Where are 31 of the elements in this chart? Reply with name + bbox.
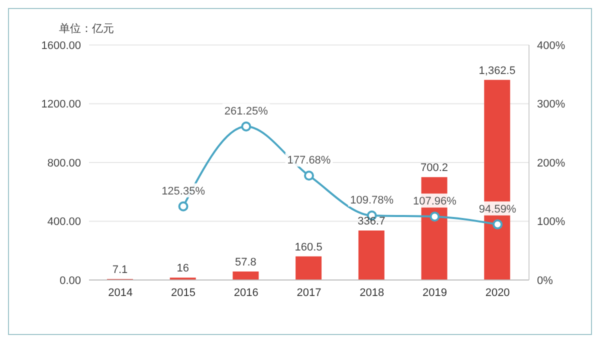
y-tick-label: 1600.00 bbox=[41, 40, 81, 52]
data-label: 261.25% bbox=[224, 106, 268, 118]
data-label: 125.35% bbox=[162, 185, 206, 198]
x-tick-label: 2020 bbox=[485, 286, 510, 299]
x-tick-label: 2017 bbox=[296, 286, 322, 299]
x-tick-label: 2018 bbox=[360, 286, 384, 299]
data-label: 16 bbox=[176, 262, 189, 275]
y-tick-label: 800.00 bbox=[47, 157, 81, 170]
data-label: 107.96% bbox=[412, 196, 457, 208]
y-tick-label: 400.00 bbox=[47, 216, 81, 228]
y2-tick-label: 0% bbox=[537, 274, 554, 287]
y2-tick-label: 100% bbox=[537, 216, 566, 228]
y2-tick-label: 400% bbox=[537, 40, 566, 52]
y-axis-title: 单位：亿元 bbox=[59, 22, 114, 36]
y-tick-label: 0.00 bbox=[60, 274, 81, 287]
data-label: 177.68% bbox=[287, 154, 331, 167]
y2-tick-label: 200% bbox=[537, 157, 566, 170]
data-label: 57.8 bbox=[235, 256, 256, 269]
x-tick-label: 2016 bbox=[234, 286, 258, 299]
data-label: 700.2 bbox=[420, 162, 448, 174]
data-label: 336.7 bbox=[358, 216, 386, 228]
y2-tick-label: 300% bbox=[537, 98, 566, 111]
x-tick-label: 2014 bbox=[108, 286, 133, 299]
x-tick-label: 2015 bbox=[171, 286, 196, 299]
y-tick-label: 1200.00 bbox=[41, 98, 81, 111]
data-label: 1,362.5 bbox=[478, 64, 516, 77]
x-tick-label: 2019 bbox=[422, 286, 447, 299]
data-label: 94.59% bbox=[478, 203, 516, 216]
data-label: 109.78% bbox=[350, 194, 394, 207]
data-label: 7.1 bbox=[112, 264, 128, 276]
data-label: 160.5 bbox=[294, 241, 322, 254]
